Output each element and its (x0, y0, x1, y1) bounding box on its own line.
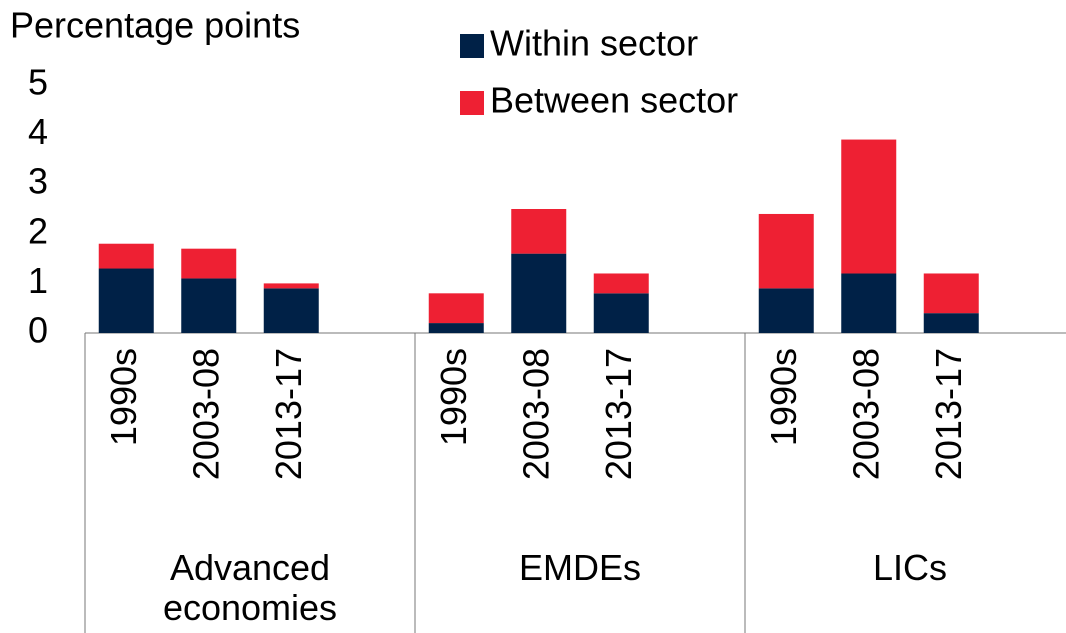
y-tick-label: 4 (28, 111, 48, 152)
y-tick-label: 0 (28, 310, 48, 351)
bar-segment (511, 209, 567, 254)
x-tick-label: 1990s (103, 348, 144, 446)
bar-segment (511, 253, 567, 333)
bar-segment (923, 313, 979, 333)
bar-segment (758, 213, 814, 289)
bar-segment (428, 323, 484, 333)
bar-segment (841, 273, 897, 333)
bar-segment (923, 273, 979, 314)
bar-segment (181, 278, 237, 333)
y-tick-label: 5 (28, 62, 48, 103)
x-tick-label: 2013-17 (268, 348, 309, 480)
x-tick-label: 2003-08 (185, 348, 226, 480)
x-tick-label: 1990s (763, 348, 804, 446)
legend-swatch (460, 34, 484, 58)
bar-segment (593, 293, 649, 333)
x-tick-label: 2003-08 (845, 348, 886, 480)
legend-label: Between sector (490, 80, 738, 121)
bar-segment (98, 243, 154, 269)
bar-segment (263, 288, 319, 333)
legend-swatch (460, 91, 484, 115)
y-tick-label: 2 (28, 210, 48, 251)
bar-segment (593, 273, 649, 294)
x-tick-label: 2003-08 (515, 348, 556, 480)
bar-segment (428, 293, 484, 324)
group-label: Advanced economies (162, 547, 338, 628)
legend-label: Within sector (490, 23, 698, 64)
bar-segment (841, 139, 897, 274)
x-tick-label: 1990s (433, 348, 474, 446)
y-axis-title: Percentage points (10, 5, 300, 46)
bar-segment (98, 268, 154, 333)
x-tick-label: 2013-17 (928, 348, 969, 480)
y-tick-label: 1 (28, 260, 48, 301)
bar-segment (263, 283, 319, 289)
group-label: EMDEs (518, 547, 641, 588)
bar-segment (758, 288, 814, 333)
y-tick-label: 3 (28, 161, 48, 202)
bar-segment (181, 248, 237, 279)
x-tick-label: 2013-17 (598, 348, 639, 480)
group-label: LICs (872, 547, 948, 588)
